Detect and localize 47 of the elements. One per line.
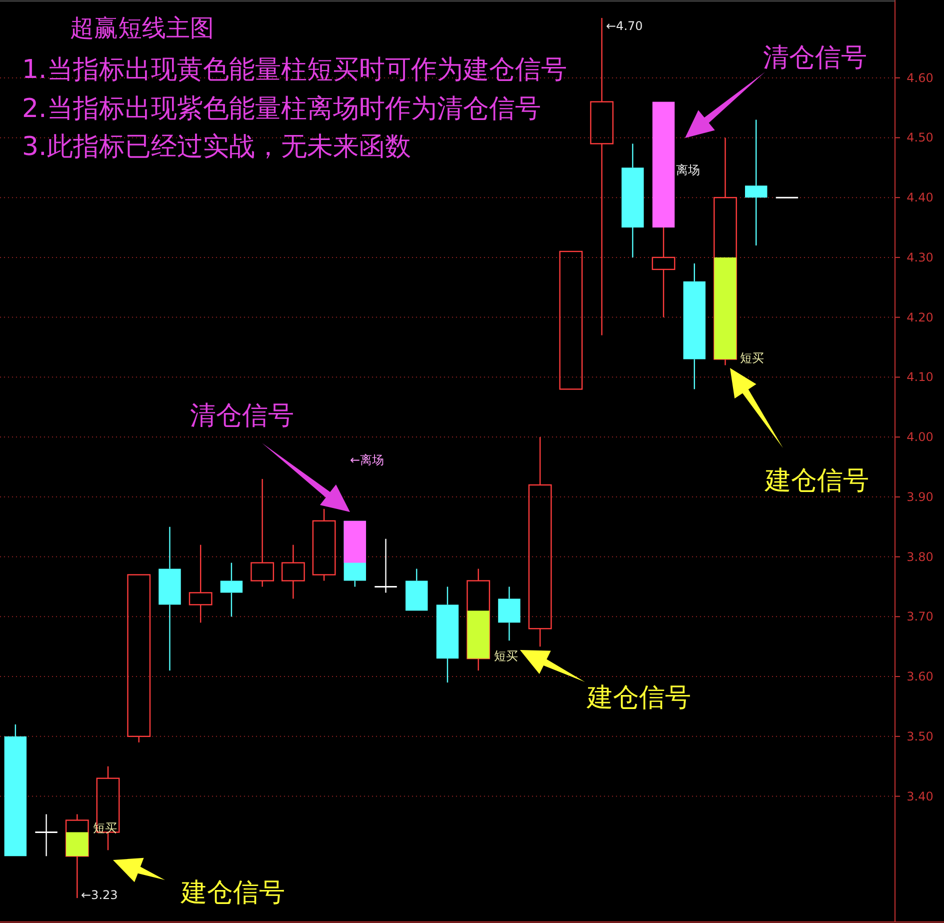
y-tick-label: 3.70 [906,610,934,624]
candlestick [622,143,644,258]
candlestick [374,538,398,594]
y-tick-label: 3.40 [906,789,934,804]
candlestick [683,262,706,390]
annotation: 短买 [740,351,764,365]
candlestick [281,544,305,600]
candlestick [34,814,58,857]
candlestick [745,119,768,246]
annotation: ←离场 [350,453,384,467]
annotation: 3.此指标已经过实战，无未来函数 [22,132,411,162]
y-tick-label: 4.20 [906,310,934,324]
y-tick-label: 3.50 [906,729,934,744]
y-tick-label: 3.80 [906,550,934,564]
y-tick-label: 4.50 [906,130,934,145]
annotation: 建仓信号 [180,878,285,908]
bar [652,102,675,228]
annotation: 短买 [494,649,518,663]
text: 超赢短线主图 [70,14,214,42]
candlestick [158,526,181,672]
annotation: 清仓信号 [763,43,867,73]
y-tick-label: 4.40 [906,190,934,205]
bar [714,257,736,360]
y-tick-label: 4.30 [906,250,934,264]
bar [66,832,88,856]
y-tick-label: 3.60 [906,670,934,684]
candlestick [466,568,490,672]
y-tick-label: 3.90 [906,490,934,504]
candlestick [528,436,552,648]
candlestick [714,137,737,366]
annotation: 1.当指标出现黄色能量柱短买时可作为建仓信号 [22,55,567,85]
annotation: 2.当指标出现紫色能量柱离场时作为清仓信号 [22,94,541,124]
bar [467,610,490,659]
y-tick-label: 4.10 [906,370,934,384]
annotation: 清仓信号 [190,401,294,431]
y-tick-label: 4.00 [906,430,934,444]
candlestick [436,586,459,684]
candlestick [498,586,520,642]
annotation: 建仓信号 [586,683,691,713]
annotation: 离场 [676,163,700,177]
annotation: 建仓信号 [764,466,869,496]
candlestick [220,562,243,618]
annotation: ←4.70 [606,19,643,33]
annotation: ←3.23 [81,888,118,902]
y-tick-label: 4.60 [906,70,934,85]
candlestick [250,478,274,588]
candlestick [188,544,212,624]
